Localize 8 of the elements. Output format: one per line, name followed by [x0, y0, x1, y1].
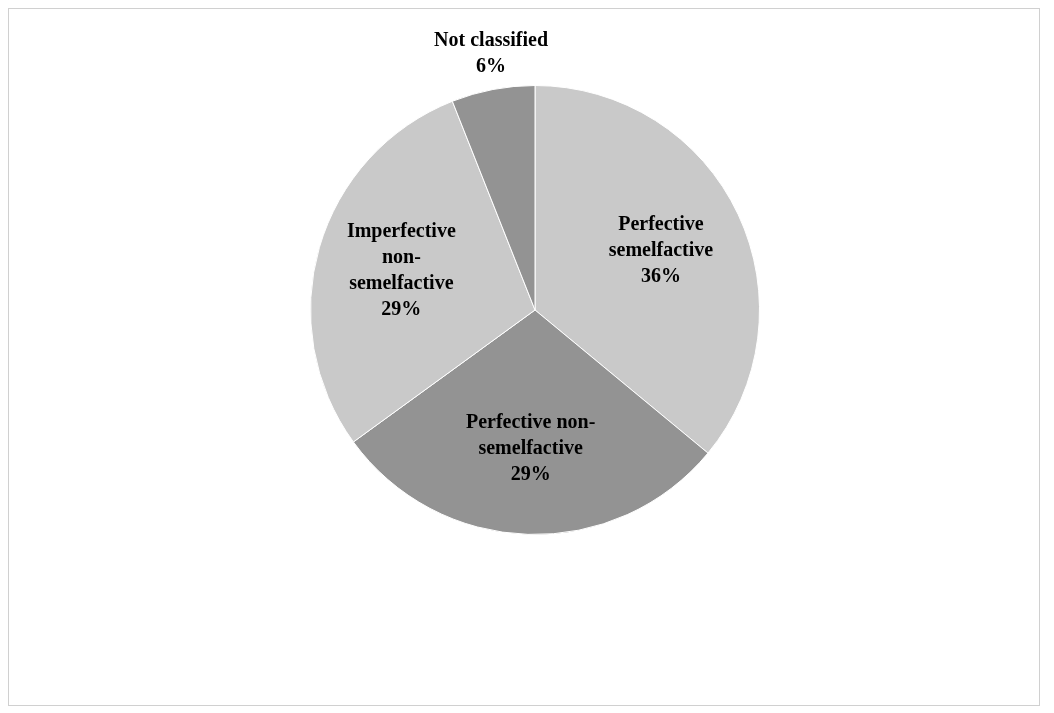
data-label: 36%	[640, 263, 681, 286]
slice-label: Imperfective non-semelfactive	[346, 219, 456, 294]
slice-label: Perfective semelfactive	[608, 211, 714, 260]
data-label: 6%	[476, 53, 507, 76]
slice-label: Perfective non-semelfactive	[465, 410, 596, 459]
data-label: 29%	[510, 462, 551, 485]
data-label: 29%	[381, 297, 422, 320]
slice-label: Not classified	[434, 27, 548, 50]
